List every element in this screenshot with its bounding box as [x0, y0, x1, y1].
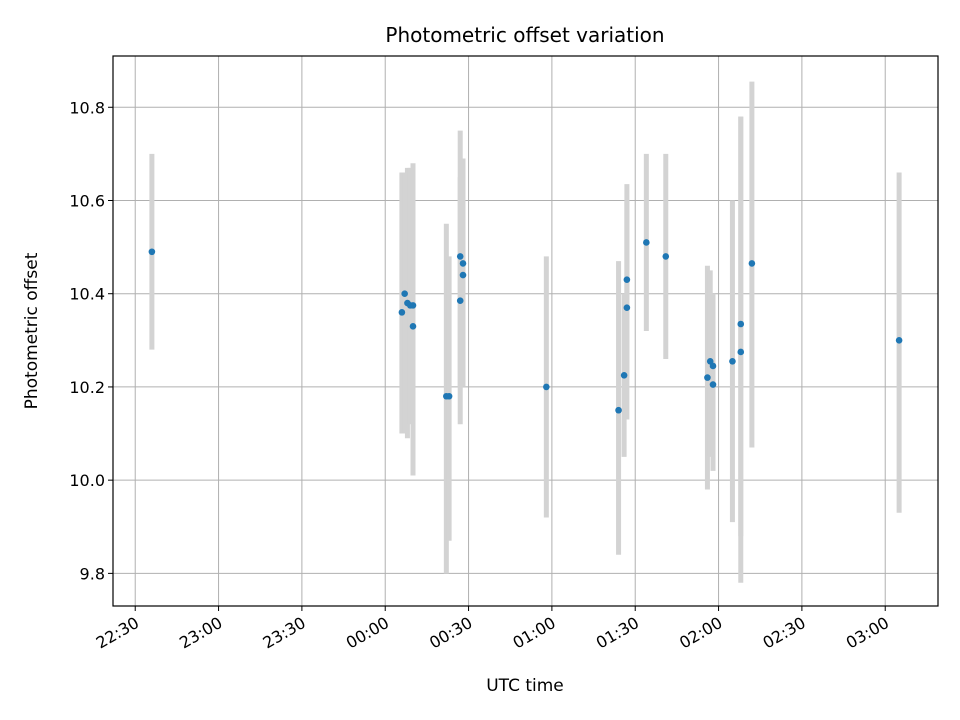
data-point [398, 309, 406, 316]
data-point [445, 392, 453, 400]
data-point [459, 271, 467, 279]
x-tick-label: 23:30 [259, 613, 308, 653]
error-bars [149, 81, 902, 583]
x-axis-ticks: 22:30 23:00 23:30 00:00 00:30 01:00 01:30 02:00… [93, 606, 892, 653]
y-tick-label: 10.2 [69, 378, 105, 397]
x-tick-label: 03:00 [843, 613, 892, 653]
data-point [704, 374, 711, 381]
x-tick-label: 00:30 [426, 613, 475, 653]
data-point [409, 323, 417, 330]
y-tick-label: 10.4 [69, 285, 105, 304]
data-point [456, 253, 464, 260]
data-points [148, 239, 903, 414]
data-point [456, 297, 464, 305]
data-point [148, 248, 156, 256]
data-point [895, 337, 903, 344]
data-point [748, 260, 756, 267]
x-axis-label: UTC time [486, 676, 564, 696]
data-point [459, 260, 467, 267]
data-point [615, 406, 622, 414]
data-point [737, 348, 745, 356]
data-point [620, 371, 628, 379]
data-point [543, 383, 550, 391]
y-tick-label: 10.0 [69, 471, 105, 490]
y-tick-label: 10.6 [69, 191, 105, 210]
y-tick-label: 9.8 [80, 564, 105, 583]
plot-area-frame [112, 55, 939, 607]
data-point [623, 304, 631, 311]
x-tick-label: 00:00 [343, 613, 392, 653]
data-point [409, 302, 417, 309]
x-tick-label: 01:30 [593, 613, 642, 653]
x-tick-label: 01:00 [509, 613, 558, 653]
data-point [401, 290, 408, 298]
data-point [729, 357, 736, 365]
x-tick-label: 22:30 [93, 613, 142, 653]
chart-title: Photometric offset variation [385, 23, 664, 47]
data-point [709, 381, 717, 388]
x-tick-label: 02:00 [676, 613, 725, 653]
data-point [709, 362, 717, 370]
y-axis-ticks: 9.8 10.0 10.2 10.4 10.6 10.8 [69, 98, 113, 583]
data-point [623, 276, 631, 284]
grid-lines [113, 56, 938, 606]
y-tick-label: 10.8 [69, 98, 105, 117]
data-point [643, 239, 650, 246]
x-tick-label: 02:30 [759, 613, 808, 653]
data-point [662, 253, 670, 260]
data-point [737, 320, 745, 328]
x-tick-label: 23:00 [176, 613, 225, 653]
y-axis-label: Photometric offset [22, 252, 42, 409]
